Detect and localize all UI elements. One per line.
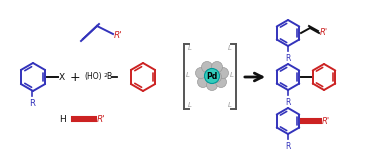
Text: (HO): (HO) <box>84 71 102 80</box>
Text: R: R <box>285 98 291 107</box>
Text: R: R <box>285 54 291 63</box>
Text: X: X <box>59 72 65 81</box>
Text: R': R' <box>320 28 328 37</box>
Circle shape <box>211 71 222 82</box>
Text: H: H <box>59 114 66 123</box>
Text: +: + <box>70 71 80 84</box>
Circle shape <box>206 80 217 90</box>
Circle shape <box>212 62 223 72</box>
Circle shape <box>215 76 226 87</box>
Text: Pd: Pd <box>206 71 218 80</box>
Text: R': R' <box>114 30 123 39</box>
Circle shape <box>204 68 220 84</box>
Text: L: L <box>228 45 232 51</box>
Text: L: L <box>228 102 232 108</box>
Circle shape <box>204 70 215 80</box>
Circle shape <box>195 67 206 79</box>
Circle shape <box>217 67 228 79</box>
Text: R: R <box>285 142 291 151</box>
FancyArrowPatch shape <box>245 73 262 81</box>
Text: 2: 2 <box>103 73 107 78</box>
Text: R: R <box>29 99 35 108</box>
Text: L: L <box>186 72 190 78</box>
Circle shape <box>201 62 212 72</box>
Text: L: L <box>230 72 234 78</box>
Circle shape <box>197 76 209 87</box>
Text: R': R' <box>322 117 330 126</box>
Text: L: L <box>188 102 192 108</box>
Text: L: L <box>188 45 192 51</box>
Text: R': R' <box>97 114 106 123</box>
Text: B: B <box>106 71 111 80</box>
